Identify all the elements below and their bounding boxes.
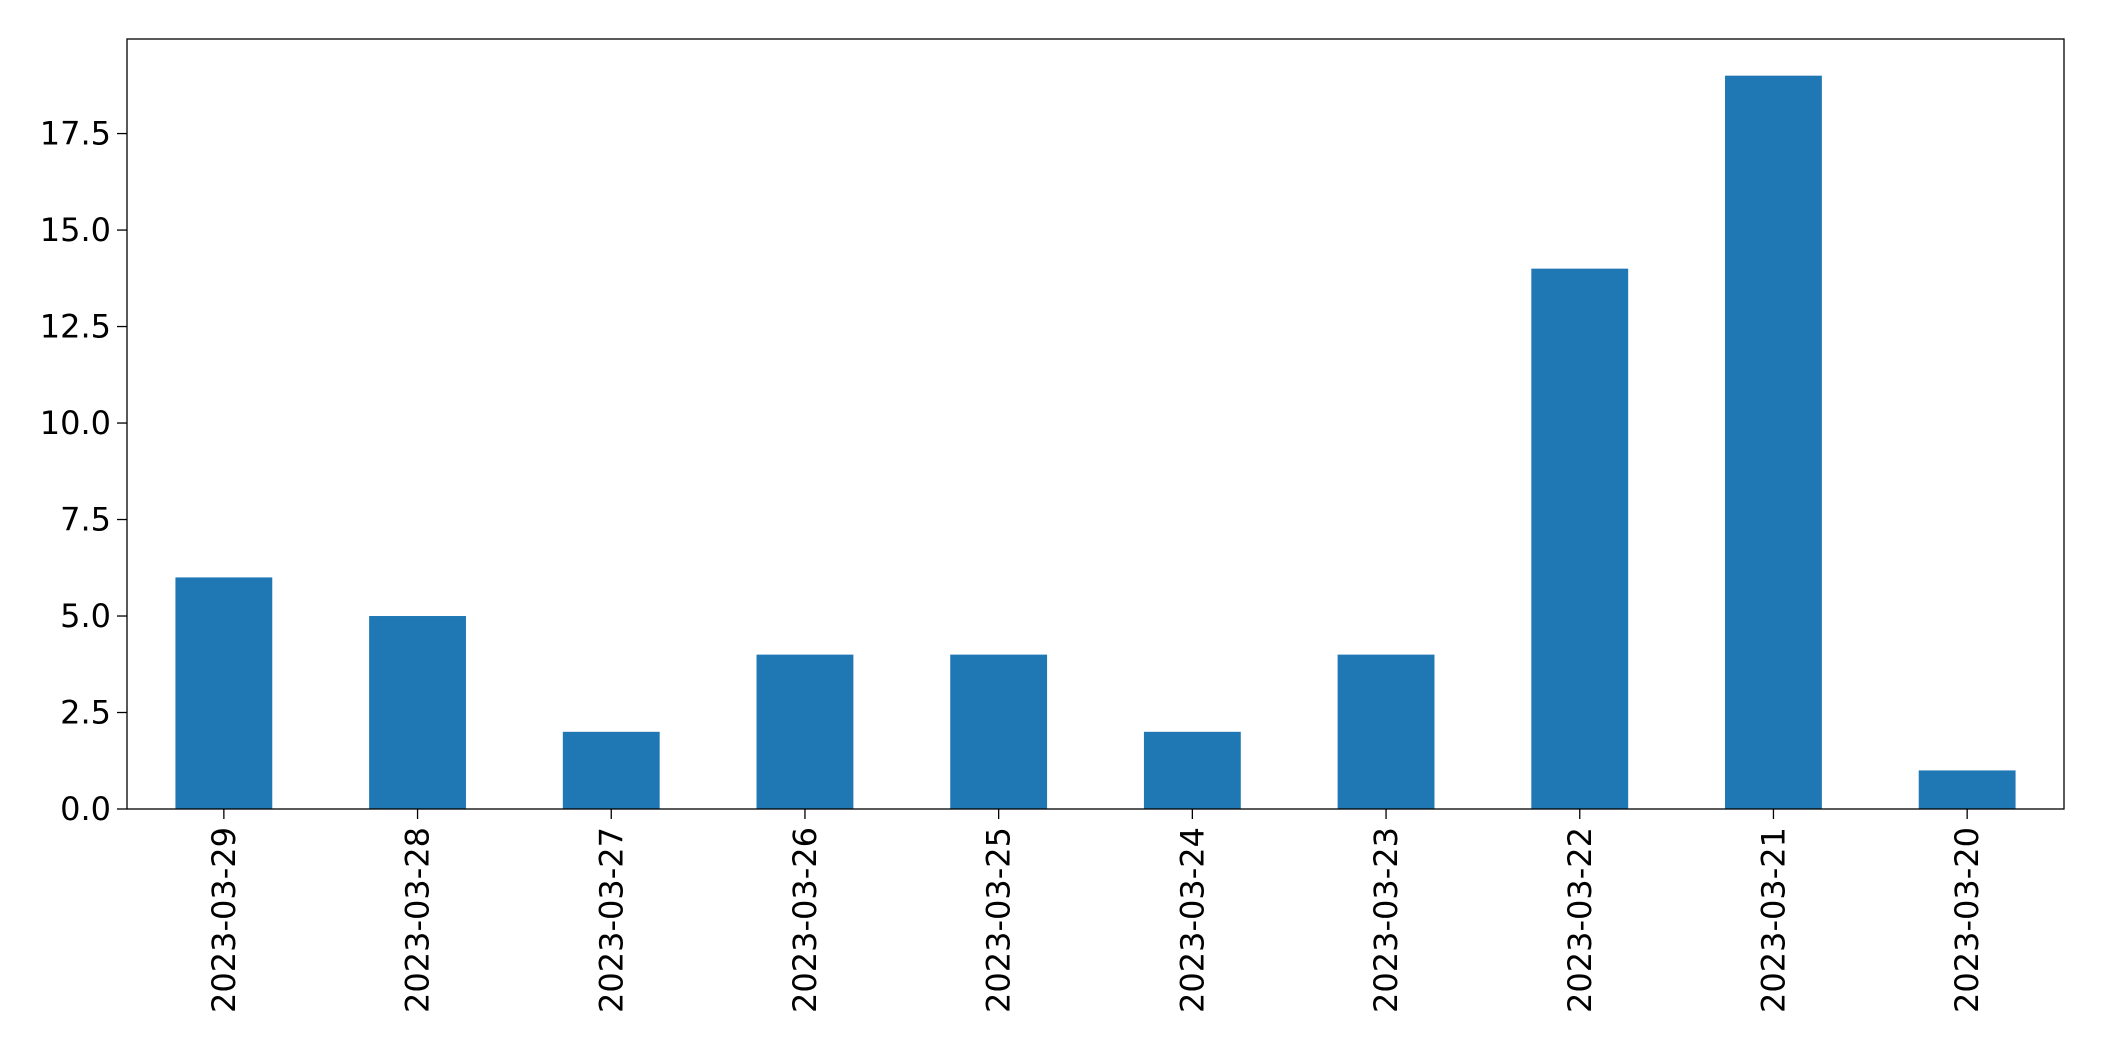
- x-tick-label: 2023-03-23: [1367, 827, 1405, 1013]
- bar: [1143, 731, 1241, 809]
- bar: [1531, 268, 1629, 809]
- axes-frame: [126, 38, 2065, 810]
- x-tick-label: 2023-03-29: [205, 827, 243, 1013]
- bar: [562, 731, 660, 809]
- y-tick-label: 7.5: [60, 501, 111, 539]
- bar: [1337, 654, 1435, 809]
- bar: [950, 654, 1048, 809]
- bar: [175, 577, 273, 809]
- y-tick-label: 2.5: [60, 694, 111, 732]
- bar: [369, 616, 466, 809]
- y-tick-label: 10.0: [40, 404, 111, 442]
- bar: [1918, 770, 2016, 809]
- x-tick-label: 2023-03-28: [399, 827, 437, 1013]
- y-tick-label: 15.0: [40, 211, 111, 249]
- x-tick-label: 2023-03-24: [1173, 827, 1211, 1013]
- x-tick-label: 2023-03-27: [592, 827, 630, 1013]
- x-tick-label: 2023-03-21: [1754, 827, 1792, 1013]
- y-tick-label: 0.0: [60, 790, 111, 828]
- y-tick-label: 5.0: [60, 597, 111, 635]
- x-tick-label: 2023-03-20: [1948, 827, 1986, 1013]
- y-tick-label: 17.5: [40, 115, 111, 153]
- bar: [1725, 75, 1822, 809]
- x-tick-label: 2023-03-26: [786, 827, 824, 1013]
- x-tick-label: 2023-03-25: [980, 827, 1018, 1013]
- bar: [756, 654, 854, 809]
- y-tick-label: 12.5: [40, 308, 111, 346]
- x-tick-label: 2023-03-22: [1561, 827, 1599, 1013]
